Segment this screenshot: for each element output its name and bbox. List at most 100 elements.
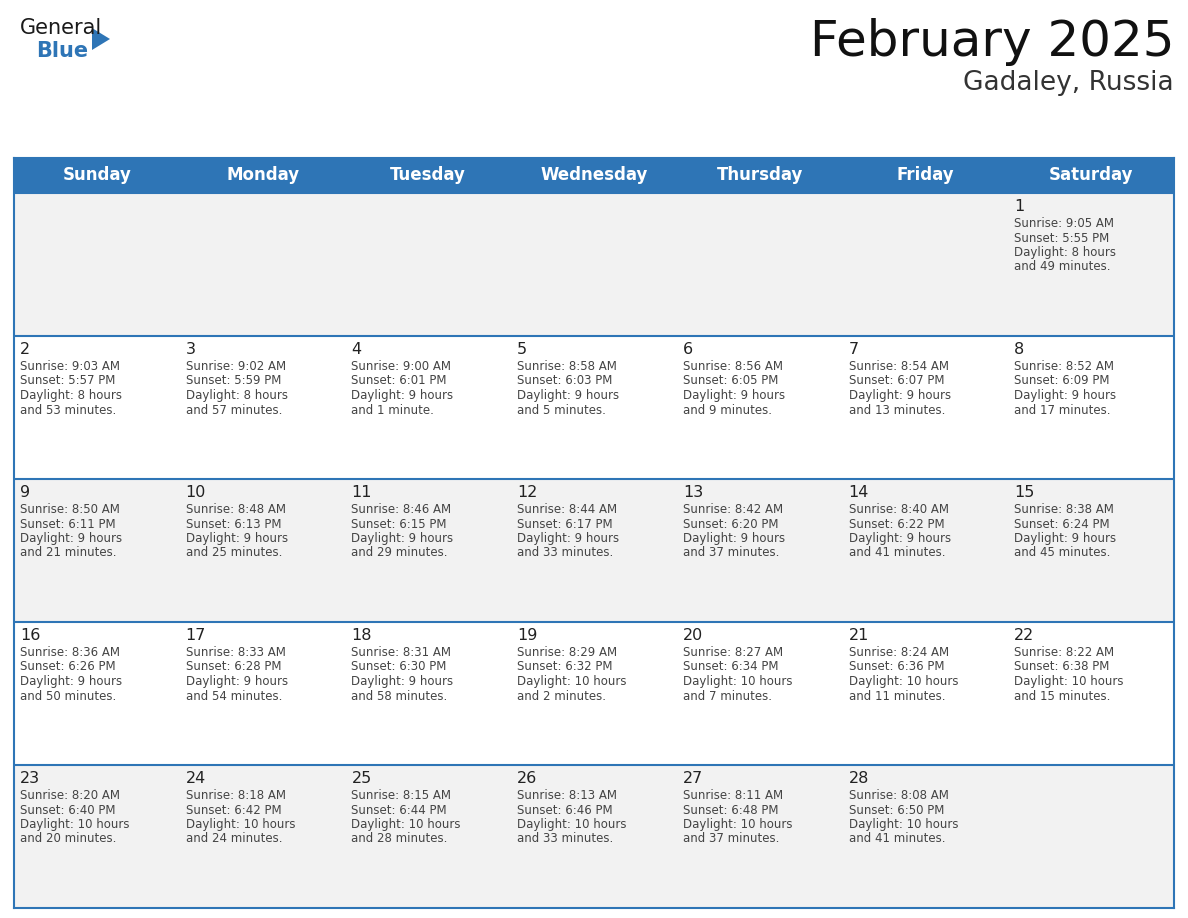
Text: 20: 20	[683, 628, 703, 643]
Text: and 33 minutes.: and 33 minutes.	[517, 546, 613, 559]
Text: Sunset: 6:15 PM: Sunset: 6:15 PM	[352, 518, 447, 531]
Bar	[179, 479, 346, 622]
Bar	[677, 336, 842, 479]
Text: 12: 12	[517, 485, 537, 500]
Text: Sunset: 6:01 PM: Sunset: 6:01 PM	[352, 375, 447, 387]
Text: 17: 17	[185, 628, 206, 643]
Text: 23: 23	[20, 771, 40, 786]
Text: Sunrise: 8:36 AM: Sunrise: 8:36 AM	[20, 646, 120, 659]
Bar	[14, 336, 179, 479]
Text: and 20 minutes.: and 20 minutes.	[20, 833, 116, 845]
Text: Sunset: 6:42 PM: Sunset: 6:42 PM	[185, 803, 282, 816]
Text: Sunrise: 8:20 AM: Sunrise: 8:20 AM	[20, 789, 120, 802]
Text: Sunrise: 8:11 AM: Sunrise: 8:11 AM	[683, 789, 783, 802]
Text: Sunrise: 8:13 AM: Sunrise: 8:13 AM	[517, 789, 617, 802]
Text: Daylight: 9 hours: Daylight: 9 hours	[1015, 389, 1117, 402]
Text: 15: 15	[1015, 485, 1035, 500]
Text: and 15 minutes.: and 15 minutes.	[1015, 689, 1111, 702]
Text: 13: 13	[683, 485, 703, 500]
Text: Sunrise: 8:31 AM: Sunrise: 8:31 AM	[352, 646, 451, 659]
Text: Sunset: 6:44 PM: Sunset: 6:44 PM	[352, 803, 447, 816]
Text: Friday: Friday	[897, 166, 954, 185]
Text: Daylight: 10 hours: Daylight: 10 hours	[683, 818, 792, 831]
Text: 11: 11	[352, 485, 372, 500]
Text: Daylight: 9 hours: Daylight: 9 hours	[20, 675, 122, 688]
Text: Sunset: 6:03 PM: Sunset: 6:03 PM	[517, 375, 613, 387]
Text: and 53 minutes.: and 53 minutes.	[20, 404, 116, 417]
Bar	[677, 193, 842, 336]
Text: Daylight: 10 hours: Daylight: 10 hours	[1015, 675, 1124, 688]
Text: Sunrise: 8:27 AM: Sunrise: 8:27 AM	[683, 646, 783, 659]
Text: 21: 21	[848, 628, 868, 643]
Text: February 2025: February 2025	[809, 18, 1174, 66]
Text: and 57 minutes.: and 57 minutes.	[185, 404, 282, 417]
Text: Sunset: 6:13 PM: Sunset: 6:13 PM	[185, 518, 282, 531]
Text: Sunset: 6:09 PM: Sunset: 6:09 PM	[1015, 375, 1110, 387]
Text: and 37 minutes.: and 37 minutes.	[683, 833, 779, 845]
Text: Sunrise: 9:03 AM: Sunrise: 9:03 AM	[20, 360, 120, 373]
Text: 26: 26	[517, 771, 537, 786]
Bar	[179, 765, 346, 908]
Text: and 54 minutes.: and 54 minutes.	[185, 689, 282, 702]
Text: Daylight: 10 hours: Daylight: 10 hours	[848, 818, 958, 831]
Text: Daylight: 9 hours: Daylight: 9 hours	[848, 532, 950, 545]
Text: 19: 19	[517, 628, 537, 643]
Text: and 41 minutes.: and 41 minutes.	[848, 833, 946, 845]
Text: Daylight: 10 hours: Daylight: 10 hours	[848, 675, 958, 688]
Text: Sunset: 6:38 PM: Sunset: 6:38 PM	[1015, 660, 1110, 674]
Text: Daylight: 10 hours: Daylight: 10 hours	[683, 675, 792, 688]
Text: General: General	[20, 18, 102, 38]
Bar	[511, 479, 677, 622]
Bar	[1009, 193, 1174, 336]
Text: Daylight: 9 hours: Daylight: 9 hours	[20, 532, 122, 545]
Text: 24: 24	[185, 771, 206, 786]
Text: Sunrise: 8:50 AM: Sunrise: 8:50 AM	[20, 503, 120, 516]
Text: Sunset: 6:34 PM: Sunset: 6:34 PM	[683, 660, 778, 674]
Text: and 11 minutes.: and 11 minutes.	[848, 689, 946, 702]
Bar	[346, 336, 511, 479]
Text: Tuesday: Tuesday	[391, 166, 466, 185]
Text: Daylight: 9 hours: Daylight: 9 hours	[1015, 532, 1117, 545]
Bar	[346, 479, 511, 622]
Text: Daylight: 10 hours: Daylight: 10 hours	[20, 818, 129, 831]
Text: and 21 minutes.: and 21 minutes.	[20, 546, 116, 559]
Text: Sunrise: 9:05 AM: Sunrise: 9:05 AM	[1015, 217, 1114, 230]
Text: Sunset: 6:32 PM: Sunset: 6:32 PM	[517, 660, 613, 674]
Text: Sunset: 6:36 PM: Sunset: 6:36 PM	[848, 660, 944, 674]
Text: Sunrise: 8:18 AM: Sunrise: 8:18 AM	[185, 789, 286, 802]
Text: 18: 18	[352, 628, 372, 643]
Text: Gadaley, Russia: Gadaley, Russia	[963, 70, 1174, 96]
Text: and 28 minutes.: and 28 minutes.	[352, 833, 448, 845]
Text: Thursday: Thursday	[716, 166, 803, 185]
Bar	[842, 479, 1009, 622]
Text: Sunset: 6:26 PM: Sunset: 6:26 PM	[20, 660, 115, 674]
Text: Sunrise: 8:38 AM: Sunrise: 8:38 AM	[1015, 503, 1114, 516]
Polygon shape	[91, 28, 110, 50]
Text: Daylight: 10 hours: Daylight: 10 hours	[352, 818, 461, 831]
Text: Sunrise: 9:02 AM: Sunrise: 9:02 AM	[185, 360, 286, 373]
Bar	[179, 336, 346, 479]
Text: Sunrise: 8:56 AM: Sunrise: 8:56 AM	[683, 360, 783, 373]
Text: Monday: Monday	[226, 166, 299, 185]
Bar	[511, 622, 677, 765]
Bar	[1009, 336, 1174, 479]
Text: 6: 6	[683, 342, 693, 357]
Text: and 33 minutes.: and 33 minutes.	[517, 833, 613, 845]
Text: Sunset: 6:46 PM: Sunset: 6:46 PM	[517, 803, 613, 816]
Bar	[14, 622, 179, 765]
Bar	[677, 622, 842, 765]
Bar	[677, 479, 842, 622]
Text: 5: 5	[517, 342, 527, 357]
Bar	[511, 336, 677, 479]
Text: 3: 3	[185, 342, 196, 357]
Bar	[1009, 479, 1174, 622]
Text: and 13 minutes.: and 13 minutes.	[848, 404, 944, 417]
Text: Sunset: 6:22 PM: Sunset: 6:22 PM	[848, 518, 944, 531]
Text: Sunrise: 8:24 AM: Sunrise: 8:24 AM	[848, 646, 949, 659]
Text: Sunrise: 8:58 AM: Sunrise: 8:58 AM	[517, 360, 617, 373]
Text: Sunset: 6:30 PM: Sunset: 6:30 PM	[352, 660, 447, 674]
Text: 8: 8	[1015, 342, 1024, 357]
Text: Daylight: 9 hours: Daylight: 9 hours	[683, 532, 785, 545]
Text: Sunrise: 8:42 AM: Sunrise: 8:42 AM	[683, 503, 783, 516]
Text: Daylight: 8 hours: Daylight: 8 hours	[20, 389, 122, 402]
